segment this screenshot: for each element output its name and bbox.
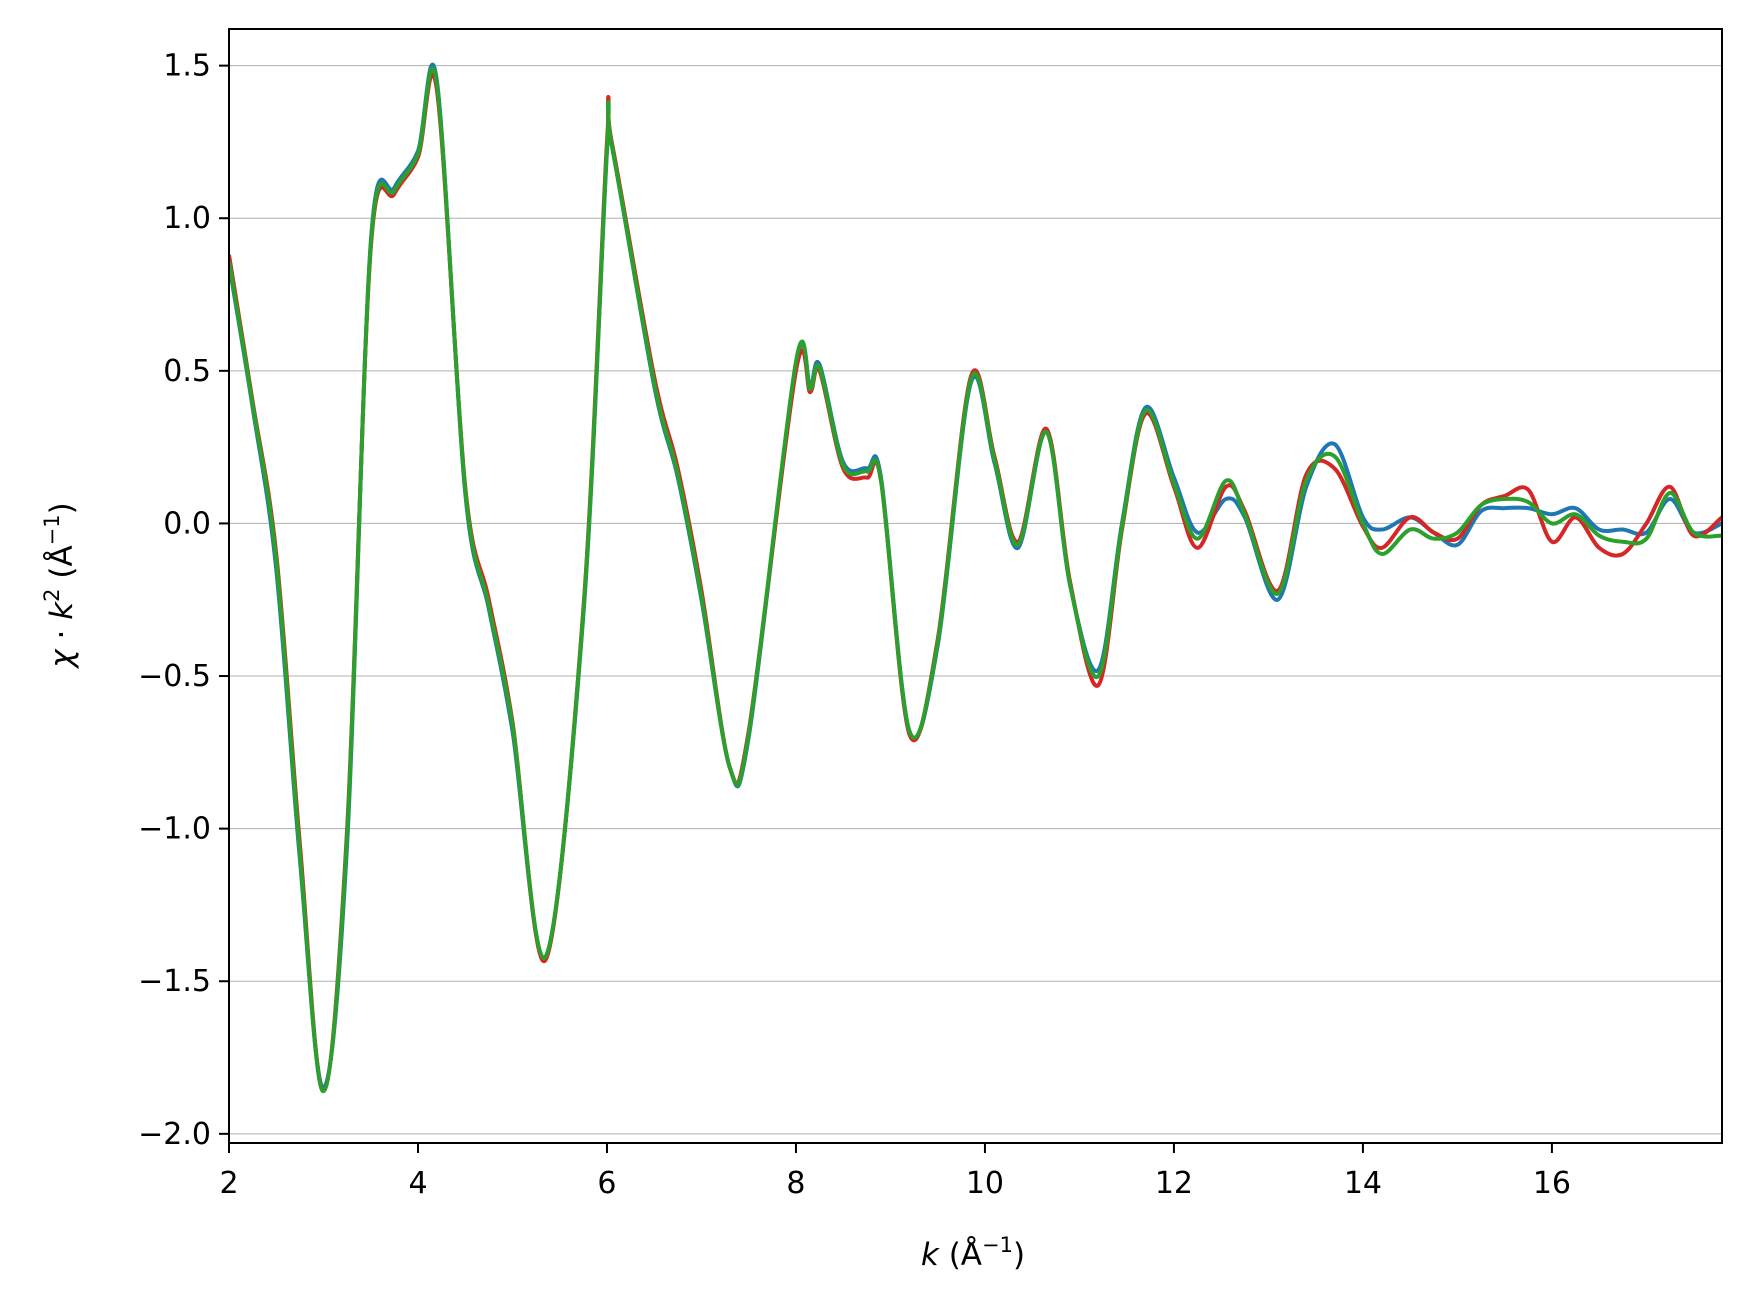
y-tick-label: −2.0: [138, 1117, 211, 1152]
y-tick-label: 1.0: [163, 201, 211, 236]
x-axis-label: k (Å−1): [921, 1233, 1025, 1273]
x-tick-label: 8: [786, 1166, 805, 1201]
x-tick-label: 12: [1155, 1166, 1193, 1201]
series-line-2: [229, 72, 1722, 1094]
x-axis-label-unit-open: (Å: [939, 1237, 982, 1273]
x-tick-label: 16: [1533, 1166, 1571, 1201]
y-axis-label-unit-open: (Å: [44, 545, 80, 588]
plot-frame: [228, 28, 1723, 1144]
y-axis-label-unit-close: ): [44, 502, 80, 514]
y-axis-label-var1: χ: [44, 648, 80, 670]
y-axis-label: χ · k2 (Å−1): [40, 502, 80, 669]
x-tick-label: 10: [966, 1166, 1004, 1201]
y-axis-label-var2: k: [44, 601, 80, 620]
y-axis-label-var2-exp: 2: [40, 588, 64, 601]
x-axis-label-var: k: [921, 1237, 940, 1273]
y-tick-label: −1.5: [138, 964, 211, 999]
x-tick-label: 6: [597, 1166, 616, 1201]
y-axis-label-dot: ·: [44, 620, 80, 650]
x-tick-label: 2: [219, 1166, 238, 1201]
series-lines: [229, 62, 1722, 1094]
y-tick-label: 1.5: [163, 49, 211, 84]
x-tick-label: 14: [1344, 1166, 1382, 1201]
x-axis-label-unit-close: ): [1013, 1237, 1025, 1273]
x-axis-ticks: 2 4 6 8 10 12 14 16: [219, 1143, 1571, 1201]
grid-lines: [229, 65, 1722, 1135]
y-tick-label: −0.5: [138, 659, 211, 694]
series-line-3: [229, 66, 1722, 1094]
y-tick-label: 0.0: [163, 506, 211, 541]
y-tick-label: −1.0: [138, 812, 211, 847]
y-axis-label-unit-exp: −1: [40, 514, 64, 545]
y-tick-label: 0.5: [163, 354, 211, 389]
x-tick-label: 4: [408, 1166, 427, 1201]
y-axis-ticks: −2.0 −1.5 −1.0 −0.5 0.0 0.5 1.0 1.5: [138, 49, 229, 1152]
x-axis-label-unit-exp: −1: [982, 1233, 1013, 1257]
